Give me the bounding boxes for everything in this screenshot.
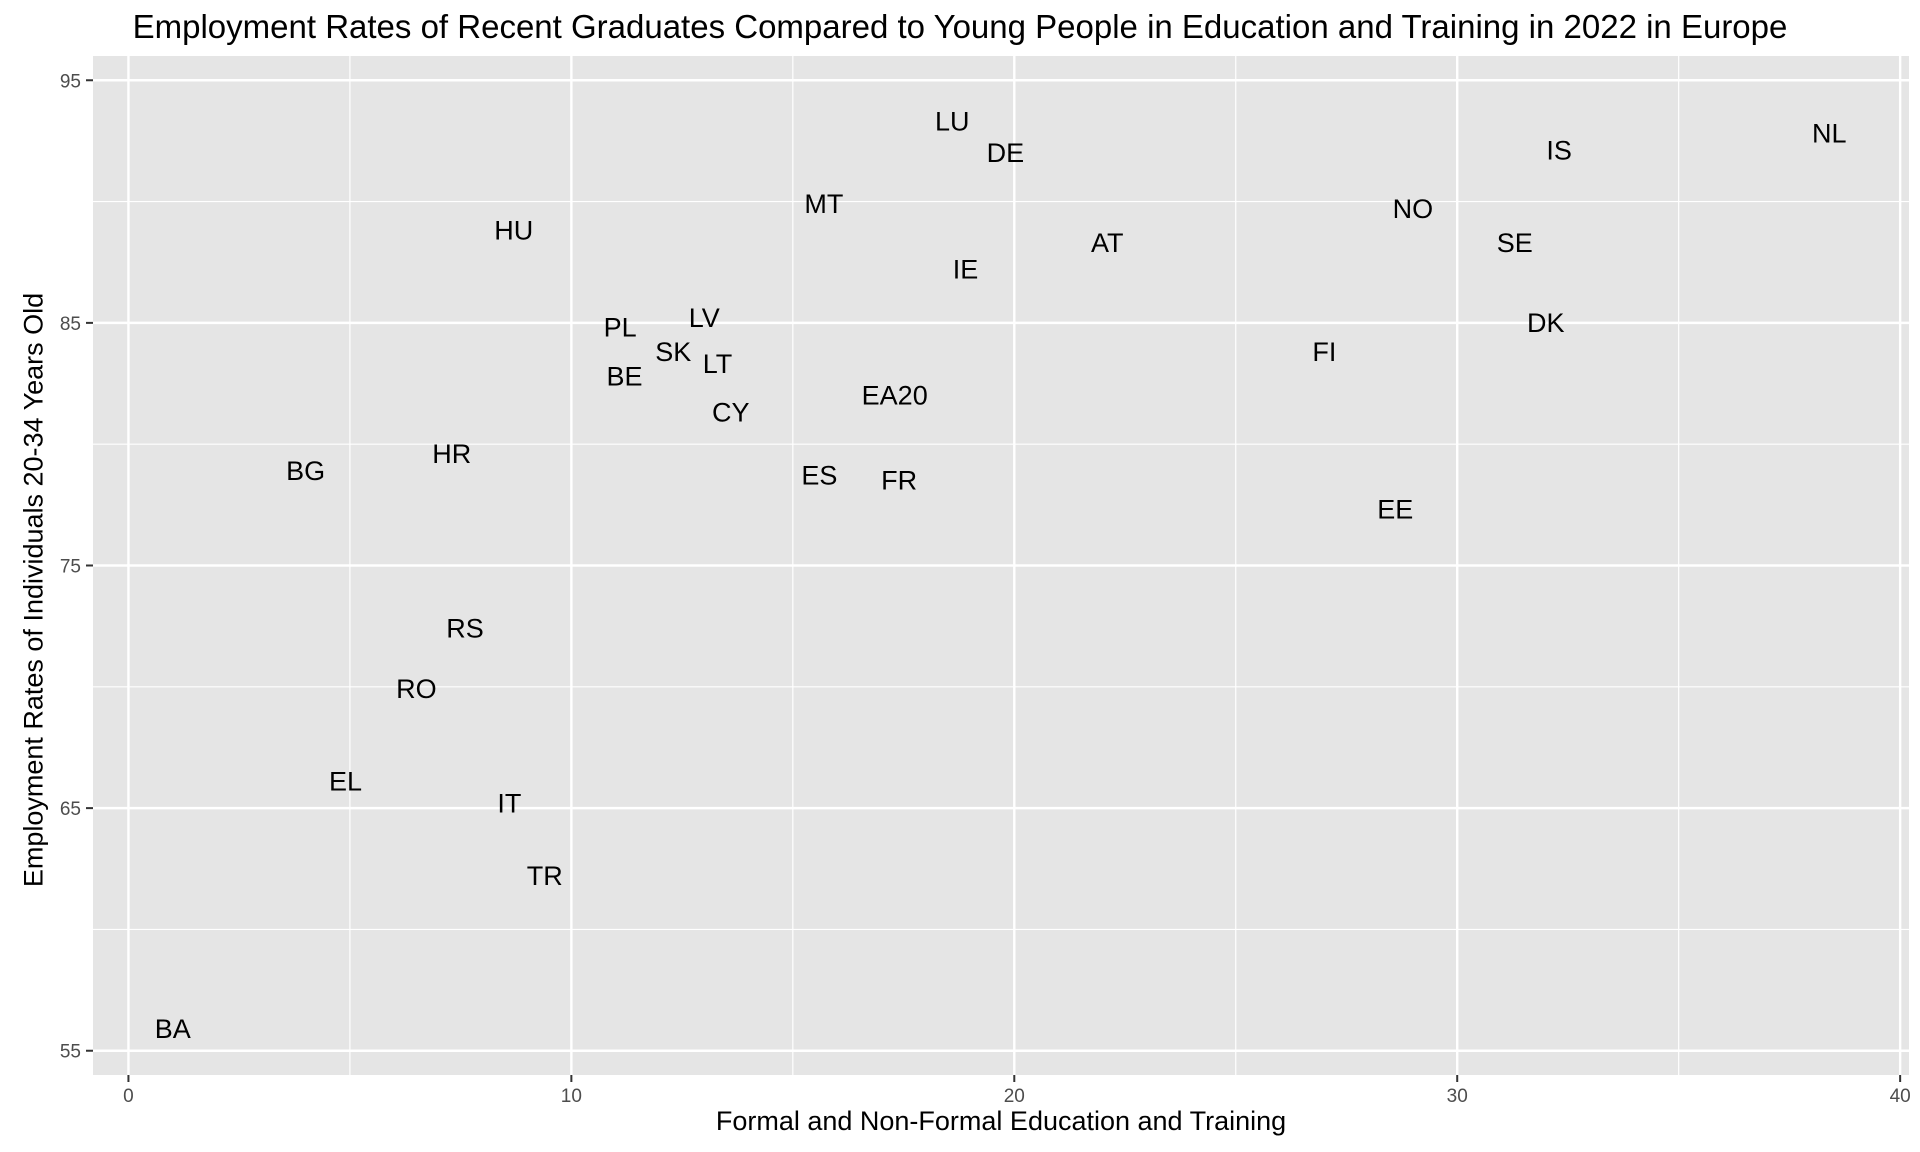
- point-label-is: IS: [1546, 136, 1572, 166]
- y-tick-label: 75: [60, 557, 81, 578]
- point-label-fi: FI: [1312, 337, 1336, 367]
- point-label-ea20: EA20: [862, 381, 928, 411]
- point-label-be: BE: [606, 361, 642, 391]
- x-axis-label: Formal and Non-Formal Education and Trai…: [715, 1106, 1287, 1136]
- chart-title: Employment Rates of Recent Graduates Com…: [132, 8, 1788, 45]
- minor-grid: [93, 56, 1909, 1075]
- y-tick-label: 55: [60, 1042, 81, 1063]
- point-label-cy: CY: [712, 398, 750, 428]
- point-label-sk: SK: [655, 337, 691, 367]
- y-axis: 55 65 75 85 95: [60, 71, 93, 1063]
- point-label-bg: BG: [286, 456, 325, 486]
- y-tick-label: 85: [60, 314, 81, 335]
- point-label-fr: FR: [881, 466, 917, 496]
- point-label-no: NO: [1393, 194, 1434, 224]
- x-axis: 0 10 20 30 40: [123, 1075, 1911, 1107]
- point-label-it: IT: [497, 788, 521, 818]
- point-label-se: SE: [1497, 228, 1533, 258]
- point-label-ba: BA: [155, 1014, 191, 1044]
- point-label-lu: LU: [935, 107, 970, 137]
- y-tick-label: 65: [60, 799, 81, 820]
- major-grid: [93, 56, 1909, 1075]
- point-label-lt: LT: [703, 349, 733, 379]
- point-label-lv: LV: [689, 303, 720, 333]
- point-label-mt: MT: [804, 189, 843, 219]
- point-label-hr: HR: [432, 439, 471, 469]
- x-tick-label: 10: [561, 1086, 582, 1107]
- x-tick-label: 0: [123, 1086, 134, 1107]
- point-label-dk: DK: [1527, 308, 1565, 338]
- point-label-pl: PL: [604, 313, 637, 343]
- point-label-de: DE: [987, 138, 1025, 168]
- y-tick-label: 95: [60, 71, 81, 92]
- x-tick-label: 20: [1004, 1086, 1025, 1107]
- point-label-ie: IE: [953, 255, 979, 285]
- point-label-ro: RO: [396, 674, 437, 704]
- y-axis-label: Employment Rates of Individuals 20-34 Ye…: [18, 292, 49, 888]
- point-label-el: EL: [329, 766, 362, 796]
- x-tick-label: 30: [1447, 1086, 1468, 1107]
- point-label-ee: EE: [1377, 495, 1413, 525]
- point-label-es: ES: [801, 461, 837, 491]
- point-label-at: AT: [1091, 228, 1124, 258]
- x-tick-label: 40: [1890, 1086, 1911, 1107]
- point-label-nl: NL: [1812, 119, 1847, 149]
- point-label-tr: TR: [527, 861, 563, 891]
- point-label-hu: HU: [494, 216, 533, 246]
- point-label-rs: RS: [446, 614, 484, 644]
- point-labels: NL IS LU DE NO MT HU SE AT IE DK LV PL SK FI LT BE EA20 CY…: [155, 107, 1847, 1044]
